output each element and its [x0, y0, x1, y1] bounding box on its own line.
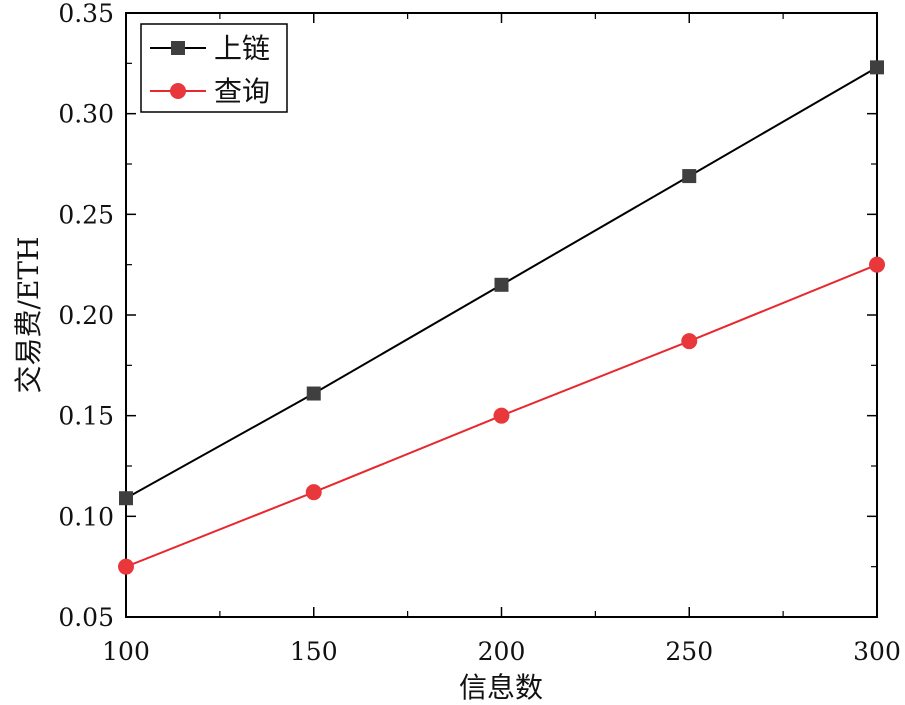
x-tick-label: 200: [478, 637, 526, 666]
data-point-square: [306, 386, 321, 401]
x-axis-title: 信息数: [459, 671, 543, 704]
data-point-circle: [493, 407, 510, 424]
x-tick-label: 150: [290, 637, 338, 666]
legend-box: [140, 23, 288, 113]
tick-labels: 100 150 200 250 300 0.05 0.10 0.15 0.20 0.25 0.30 0…: [58, 0, 901, 666]
data-point-square: [494, 277, 509, 292]
y-tick-label: 0.10: [58, 502, 114, 531]
data-point-circle: [681, 333, 698, 350]
legend-label-1: 查询: [214, 75, 270, 108]
y-axis-title: 交易费/ETH: [12, 237, 45, 394]
series-1: [118, 256, 885, 575]
y-tick-label: 0.25: [58, 200, 114, 229]
data-point-square: [119, 491, 133, 506]
legend: 上链 查询: [140, 23, 288, 113]
y-tick-label: 0.30: [58, 100, 114, 129]
series-layer: [118, 60, 885, 575]
legend-label-0: 上链: [214, 32, 270, 65]
axis-ticks: [125, 12, 878, 618]
x-tick-label: 100: [102, 637, 150, 666]
y-tick-label: 0.35: [58, 0, 114, 28]
series-0: [119, 60, 884, 506]
data-point-circle: [118, 558, 134, 575]
data-point-circle: [305, 484, 322, 501]
x-tick-label: 300: [853, 637, 901, 666]
legend-marker-0: [171, 41, 185, 55]
legend-marker-1: [170, 83, 186, 99]
y-tick-label: 0.15: [58, 402, 114, 431]
y-tick-label: 0.05: [58, 603, 114, 632]
x-tick-label: 250: [665, 637, 713, 666]
y-tick-label: 0.20: [58, 301, 114, 330]
data-point-square: [870, 60, 884, 75]
data-point-circle: [869, 256, 885, 273]
data-point-square: [682, 169, 697, 184]
